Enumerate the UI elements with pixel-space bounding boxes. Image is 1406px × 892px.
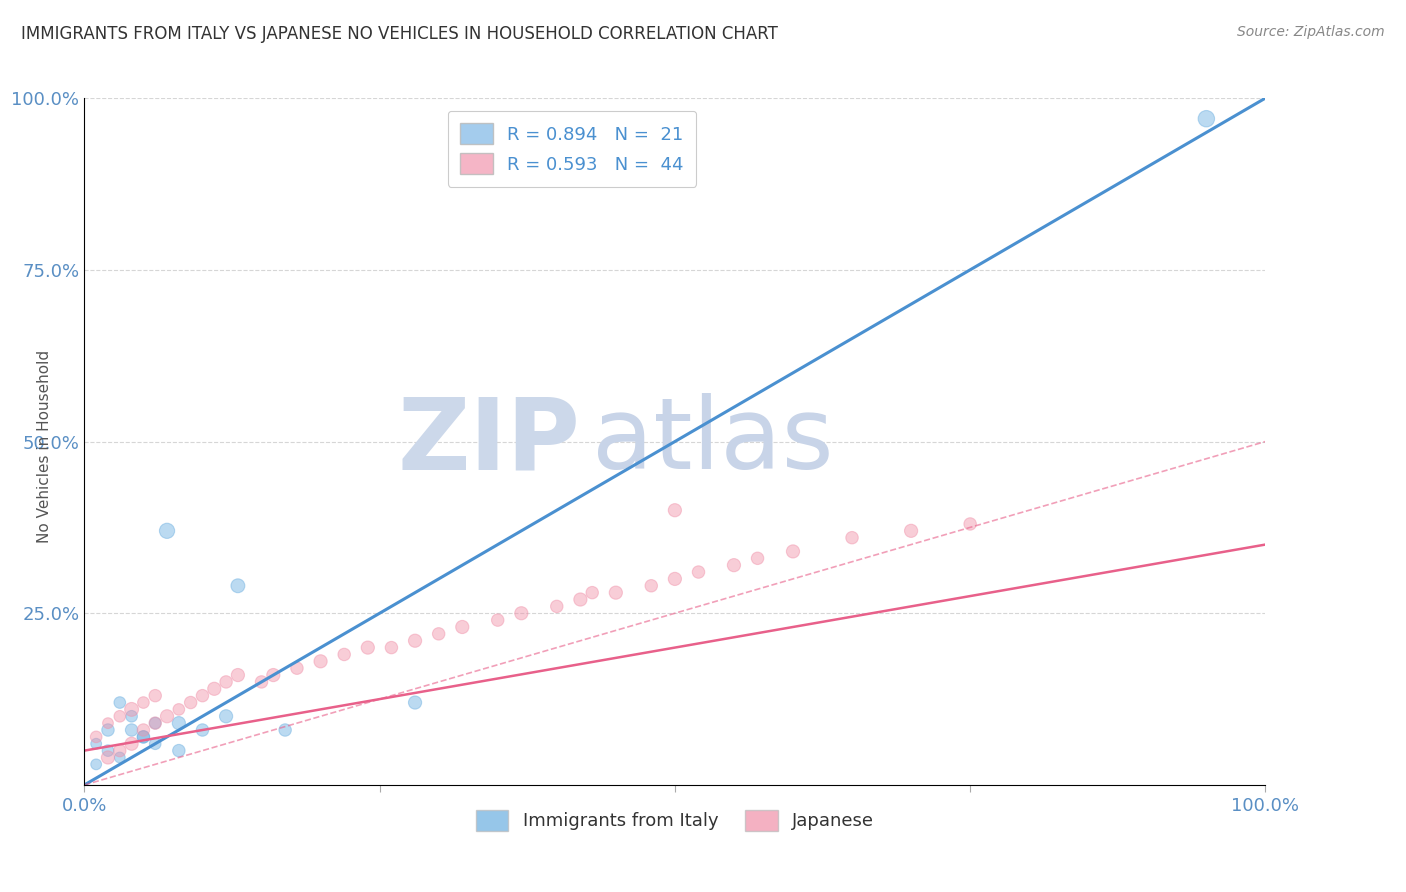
- Point: [723, 558, 745, 573]
- Point: [143, 716, 166, 731]
- Point: [132, 723, 155, 737]
- Point: [226, 668, 249, 682]
- Point: [132, 730, 155, 744]
- Point: [747, 551, 769, 566]
- Text: No Vehicles in Household: No Vehicles in Household: [38, 350, 52, 542]
- Point: [167, 702, 190, 716]
- Point: [404, 696, 426, 710]
- Legend: Immigrants from Italy, Japanese: Immigrants from Italy, Japanese: [468, 803, 882, 838]
- Point: [167, 716, 190, 731]
- Point: [121, 702, 143, 716]
- Point: [451, 620, 474, 634]
- Point: [841, 531, 863, 545]
- Point: [97, 744, 120, 758]
- Point: [427, 627, 450, 641]
- Point: [191, 723, 214, 737]
- Point: [97, 750, 120, 764]
- Point: [333, 648, 356, 662]
- Point: [215, 709, 238, 723]
- Point: [84, 737, 107, 751]
- Point: [215, 674, 238, 689]
- Point: [581, 585, 603, 599]
- Point: [121, 737, 143, 751]
- Point: [156, 524, 179, 538]
- Point: [640, 579, 662, 593]
- Point: [97, 716, 120, 731]
- Text: ZIP: ZIP: [398, 393, 581, 490]
- Point: [380, 640, 402, 655]
- Point: [121, 723, 143, 737]
- Point: [156, 709, 179, 723]
- Point: [167, 744, 190, 758]
- Point: [226, 579, 249, 593]
- Point: [510, 607, 533, 621]
- Text: atlas: atlas: [592, 393, 834, 490]
- Point: [84, 730, 107, 744]
- Text: Source: ZipAtlas.com: Source: ZipAtlas.com: [1237, 25, 1385, 39]
- Text: IMMIGRANTS FROM ITALY VS JAPANESE NO VEHICLES IN HOUSEHOLD CORRELATION CHART: IMMIGRANTS FROM ITALY VS JAPANESE NO VEH…: [21, 25, 778, 43]
- Point: [202, 681, 225, 696]
- Point: [180, 696, 202, 710]
- Point: [143, 689, 166, 703]
- Point: [357, 640, 380, 655]
- Point: [262, 668, 284, 682]
- Point: [97, 723, 120, 737]
- Point: [108, 750, 131, 764]
- Point: [285, 661, 308, 675]
- Point: [569, 592, 592, 607]
- Point: [132, 730, 155, 744]
- Point: [900, 524, 922, 538]
- Point: [605, 585, 627, 599]
- Point: [664, 503, 686, 517]
- Point: [664, 572, 686, 586]
- Point: [121, 709, 143, 723]
- Point: [782, 544, 804, 558]
- Point: [309, 654, 332, 668]
- Point: [108, 709, 131, 723]
- Point: [959, 516, 981, 531]
- Point: [274, 723, 297, 737]
- Point: [108, 696, 131, 710]
- Point: [84, 757, 107, 772]
- Point: [546, 599, 568, 614]
- Point: [191, 689, 214, 703]
- Point: [250, 674, 273, 689]
- Point: [108, 744, 131, 758]
- Point: [486, 613, 509, 627]
- Point: [1195, 112, 1218, 126]
- Point: [688, 565, 710, 579]
- Point: [143, 716, 166, 731]
- Point: [404, 633, 426, 648]
- Point: [143, 737, 166, 751]
- Point: [132, 696, 155, 710]
